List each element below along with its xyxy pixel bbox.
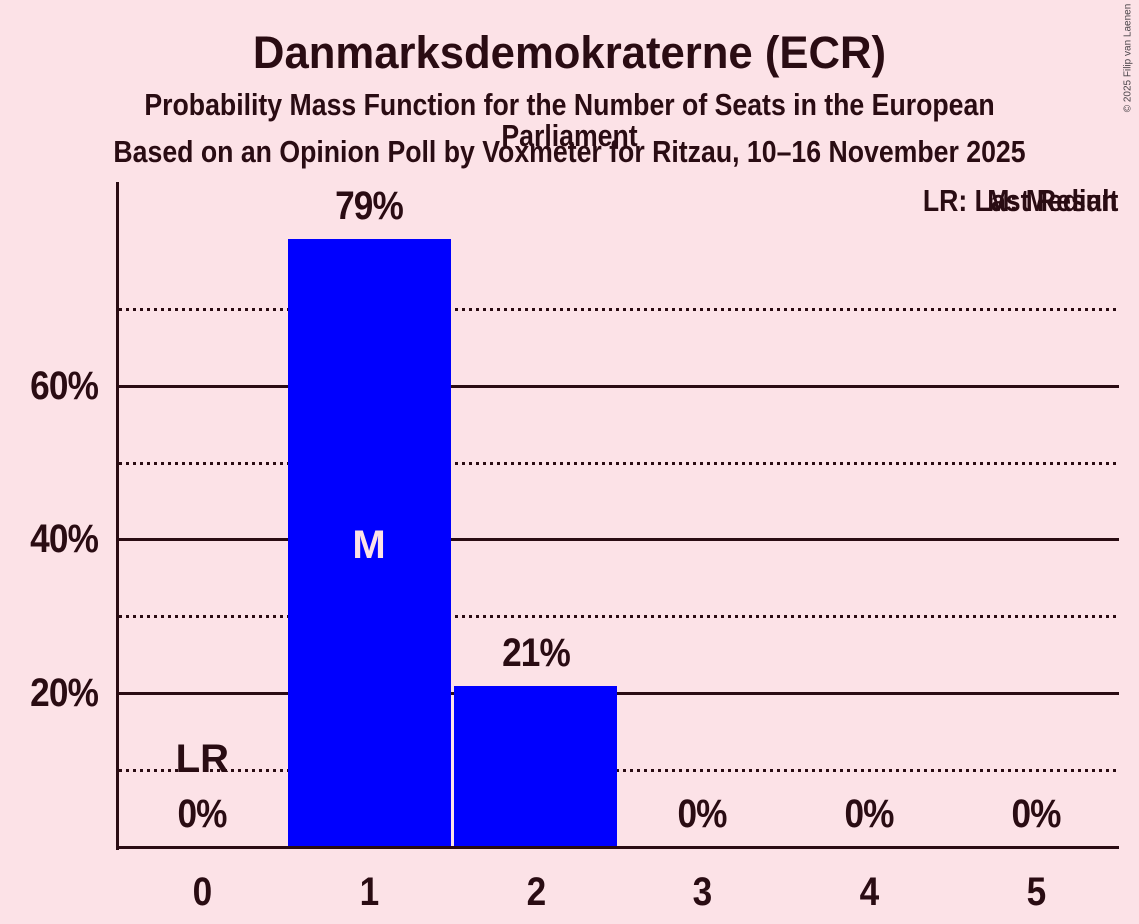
x-tick-label-2: 2 [526,870,546,914]
bar-value-label-3: 0% [677,792,728,836]
chart-poll-info: Based on an Opinion Poll by Voxmeter for… [113,134,1026,169]
gridline-dotted-10 [119,769,1119,773]
gridline-dotted-30 [119,615,1119,619]
x-tick-label-5: 5 [1026,870,1046,914]
gridline-dotted-50 [119,461,1119,465]
y-tick-label-40: 40% [30,517,99,562]
y-tick-label-60: 60% [30,363,99,408]
bar-value-label-0: 0% [177,792,228,836]
x-tick-label-4: 4 [859,870,880,914]
chart-title: Danmarksdemokraterne (ECR) [252,27,887,78]
bar-value-label-5: 0% [1011,792,1061,836]
last-result-marker: LR [175,737,229,781]
bar-seat-2 [454,685,618,847]
x-axis-line [116,846,1119,849]
x-tick-label-0: 0 [192,870,213,914]
y-tick-label-20: 20% [30,671,99,716]
y-axis-line [116,182,119,850]
legend-median: M: Median [987,183,1118,218]
x-tick-label-1: 1 [359,870,380,914]
bar-value-label-1: 79% [335,184,404,229]
bar-value-label-4: 0% [844,792,894,836]
gridline-solid-60 [119,384,1119,388]
gridline-solid-20 [119,692,1119,696]
bar-value-label-2: 21% [501,630,571,675]
median-marker: M [352,523,386,567]
chart-subtitle: Probability Mass Function for the Number… [144,87,995,153]
gridline-dotted-70 [119,307,1119,311]
x-tick-label-3: 3 [692,870,713,914]
bar-seat-1 [287,239,451,847]
legend-last-result: LR: Last Result [922,183,1118,218]
gridline-solid-40 [119,538,1119,542]
